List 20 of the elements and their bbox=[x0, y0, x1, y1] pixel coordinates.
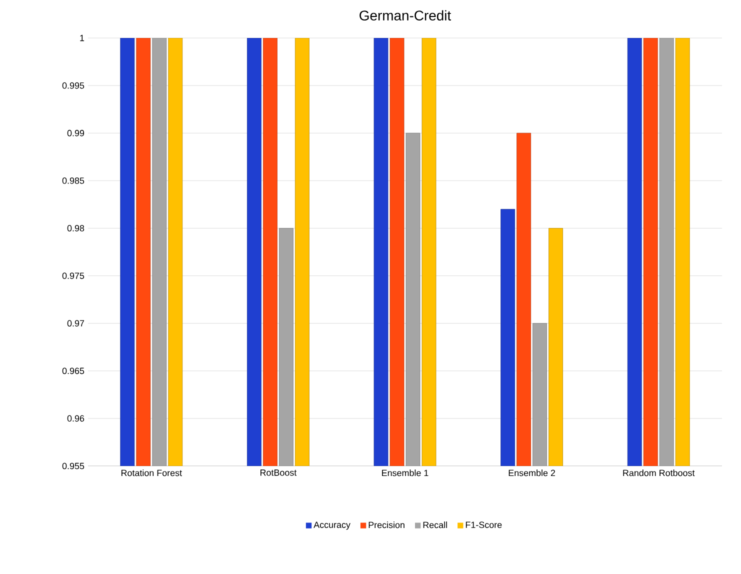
y-tick-label: 0.965 bbox=[62, 368, 84, 374]
y-tick-label: 0.96 bbox=[67, 415, 84, 422]
x-tick-label: Rotation Forest bbox=[121, 470, 182, 476]
legend-label: Accuracy bbox=[314, 522, 350, 530]
y-tick-label: 0.955 bbox=[62, 462, 84, 470]
x-tick-label: Ensemble 2 bbox=[508, 470, 556, 476]
x-tick-label: Ensemble 1 bbox=[382, 470, 428, 476]
legend-label: Precision bbox=[368, 522, 404, 528]
y-tick-label: 0.985 bbox=[62, 177, 84, 184]
y-tick-label: 0.97 bbox=[67, 320, 84, 327]
y-tick-label: 1 bbox=[80, 34, 84, 42]
y-tick-label: 0.975 bbox=[62, 272, 84, 279]
legend-label: F1-Score bbox=[466, 522, 502, 528]
x-tick-label: Random Rotboost bbox=[623, 470, 695, 476]
chart-title: German-Credit bbox=[360, 10, 452, 21]
legend-label: Recall bbox=[423, 522, 447, 528]
y-tick-label: 0.98 bbox=[67, 225, 84, 232]
y-tick-label: 0.995 bbox=[62, 82, 84, 89]
x-tick-label: RotBoost bbox=[260, 470, 297, 476]
y-tick-label: 0.99 bbox=[67, 130, 84, 136]
